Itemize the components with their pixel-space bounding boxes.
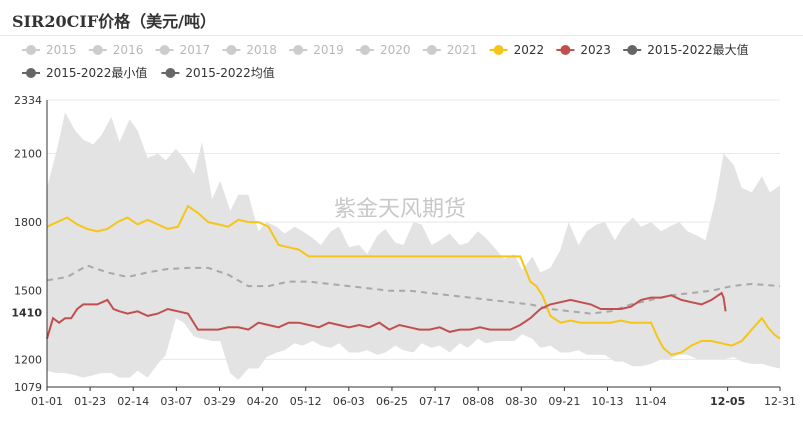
y-tick-label: 1200 bbox=[14, 353, 42, 366]
legend-label-2015-2022最大值[interactable]: 2015-2022最大值 bbox=[647, 42, 748, 57]
x-tick-label: 01-23 bbox=[74, 395, 106, 408]
y-tick-label: 1079 bbox=[14, 381, 42, 394]
y-tick-label: 1500 bbox=[14, 285, 42, 298]
x-tick-label: 02-14 bbox=[117, 395, 149, 408]
x-tick-label: 01-01 bbox=[31, 395, 63, 408]
legend-marker-2017 bbox=[159, 45, 170, 55]
legend-label-2017[interactable]: 2017 bbox=[180, 43, 211, 57]
legend-label-2018[interactable]: 2018 bbox=[246, 43, 277, 57]
x-tick-label: 05-12 bbox=[290, 395, 322, 408]
series-line-2023 bbox=[46, 291, 727, 339]
legend-marker-2021 bbox=[426, 45, 437, 55]
max-min-band bbox=[47, 112, 780, 380]
x-tick-label: 09-21 bbox=[548, 395, 580, 408]
legend-marker-2015-2022最小值 bbox=[26, 68, 36, 78]
x-tick-label: 08-08 bbox=[462, 395, 494, 408]
legend-label-2023[interactable]: 2023 bbox=[580, 43, 611, 57]
x-tick-label: 08-30 bbox=[505, 395, 537, 408]
legend-label-2020[interactable]: 2020 bbox=[380, 43, 411, 57]
legend-marker-2016 bbox=[92, 45, 103, 55]
x-tick-label: 06-25 bbox=[376, 395, 408, 408]
chart-title: SIR20CIF价格（美元/吨） bbox=[12, 12, 217, 31]
x-highlight-label: 12-05 bbox=[710, 395, 745, 408]
y-tick-label: 1800 bbox=[14, 216, 42, 229]
x-tick-label: 06-03 bbox=[333, 395, 365, 408]
legend-marker-2015 bbox=[26, 45, 36, 55]
legend-marker-2015-2022最大值 bbox=[627, 45, 638, 55]
y-tick-label: 2100 bbox=[14, 148, 42, 161]
series-line-2022 bbox=[46, 204, 781, 356]
y-highlight-label: 1410 bbox=[11, 306, 42, 319]
legend-label-2015-2022最小值[interactable]: 2015-2022最小值 bbox=[46, 65, 147, 80]
x-tick-label: 03-29 bbox=[203, 395, 235, 408]
x-tick-label: 10-13 bbox=[592, 395, 624, 408]
legend-marker-2015-2022均值 bbox=[165, 68, 176, 78]
legend-label-2022[interactable]: 2022 bbox=[514, 43, 545, 57]
legend-label-2015[interactable]: 2015 bbox=[46, 43, 77, 57]
watermark-text: 紫金天风期货 bbox=[334, 197, 466, 222]
legend-marker-2018 bbox=[226, 45, 237, 55]
x-tick-label: 12-31 bbox=[764, 395, 796, 408]
legend-label-2016[interactable]: 2016 bbox=[113, 43, 144, 57]
y-tick-label: 2334 bbox=[14, 94, 42, 107]
mean-line bbox=[46, 264, 781, 315]
x-tick-label: 03-07 bbox=[160, 395, 192, 408]
legend-marker-2020 bbox=[360, 45, 370, 55]
legend-marker-2019 bbox=[293, 45, 304, 55]
x-tick-label: 11-04 bbox=[635, 395, 667, 408]
legend-marker-2022 bbox=[493, 45, 504, 55]
title-divider bbox=[0, 35, 803, 36]
legend-label-2019[interactable]: 2019 bbox=[313, 43, 344, 57]
x-tick-label: 04-20 bbox=[247, 395, 279, 408]
legend-label-2021[interactable]: 2021 bbox=[447, 43, 478, 57]
legend-label-2015-2022均值[interactable]: 2015-2022均值 bbox=[185, 65, 274, 80]
legend-marker-2023 bbox=[560, 45, 571, 55]
x-tick-label: 07-17 bbox=[419, 395, 451, 408]
